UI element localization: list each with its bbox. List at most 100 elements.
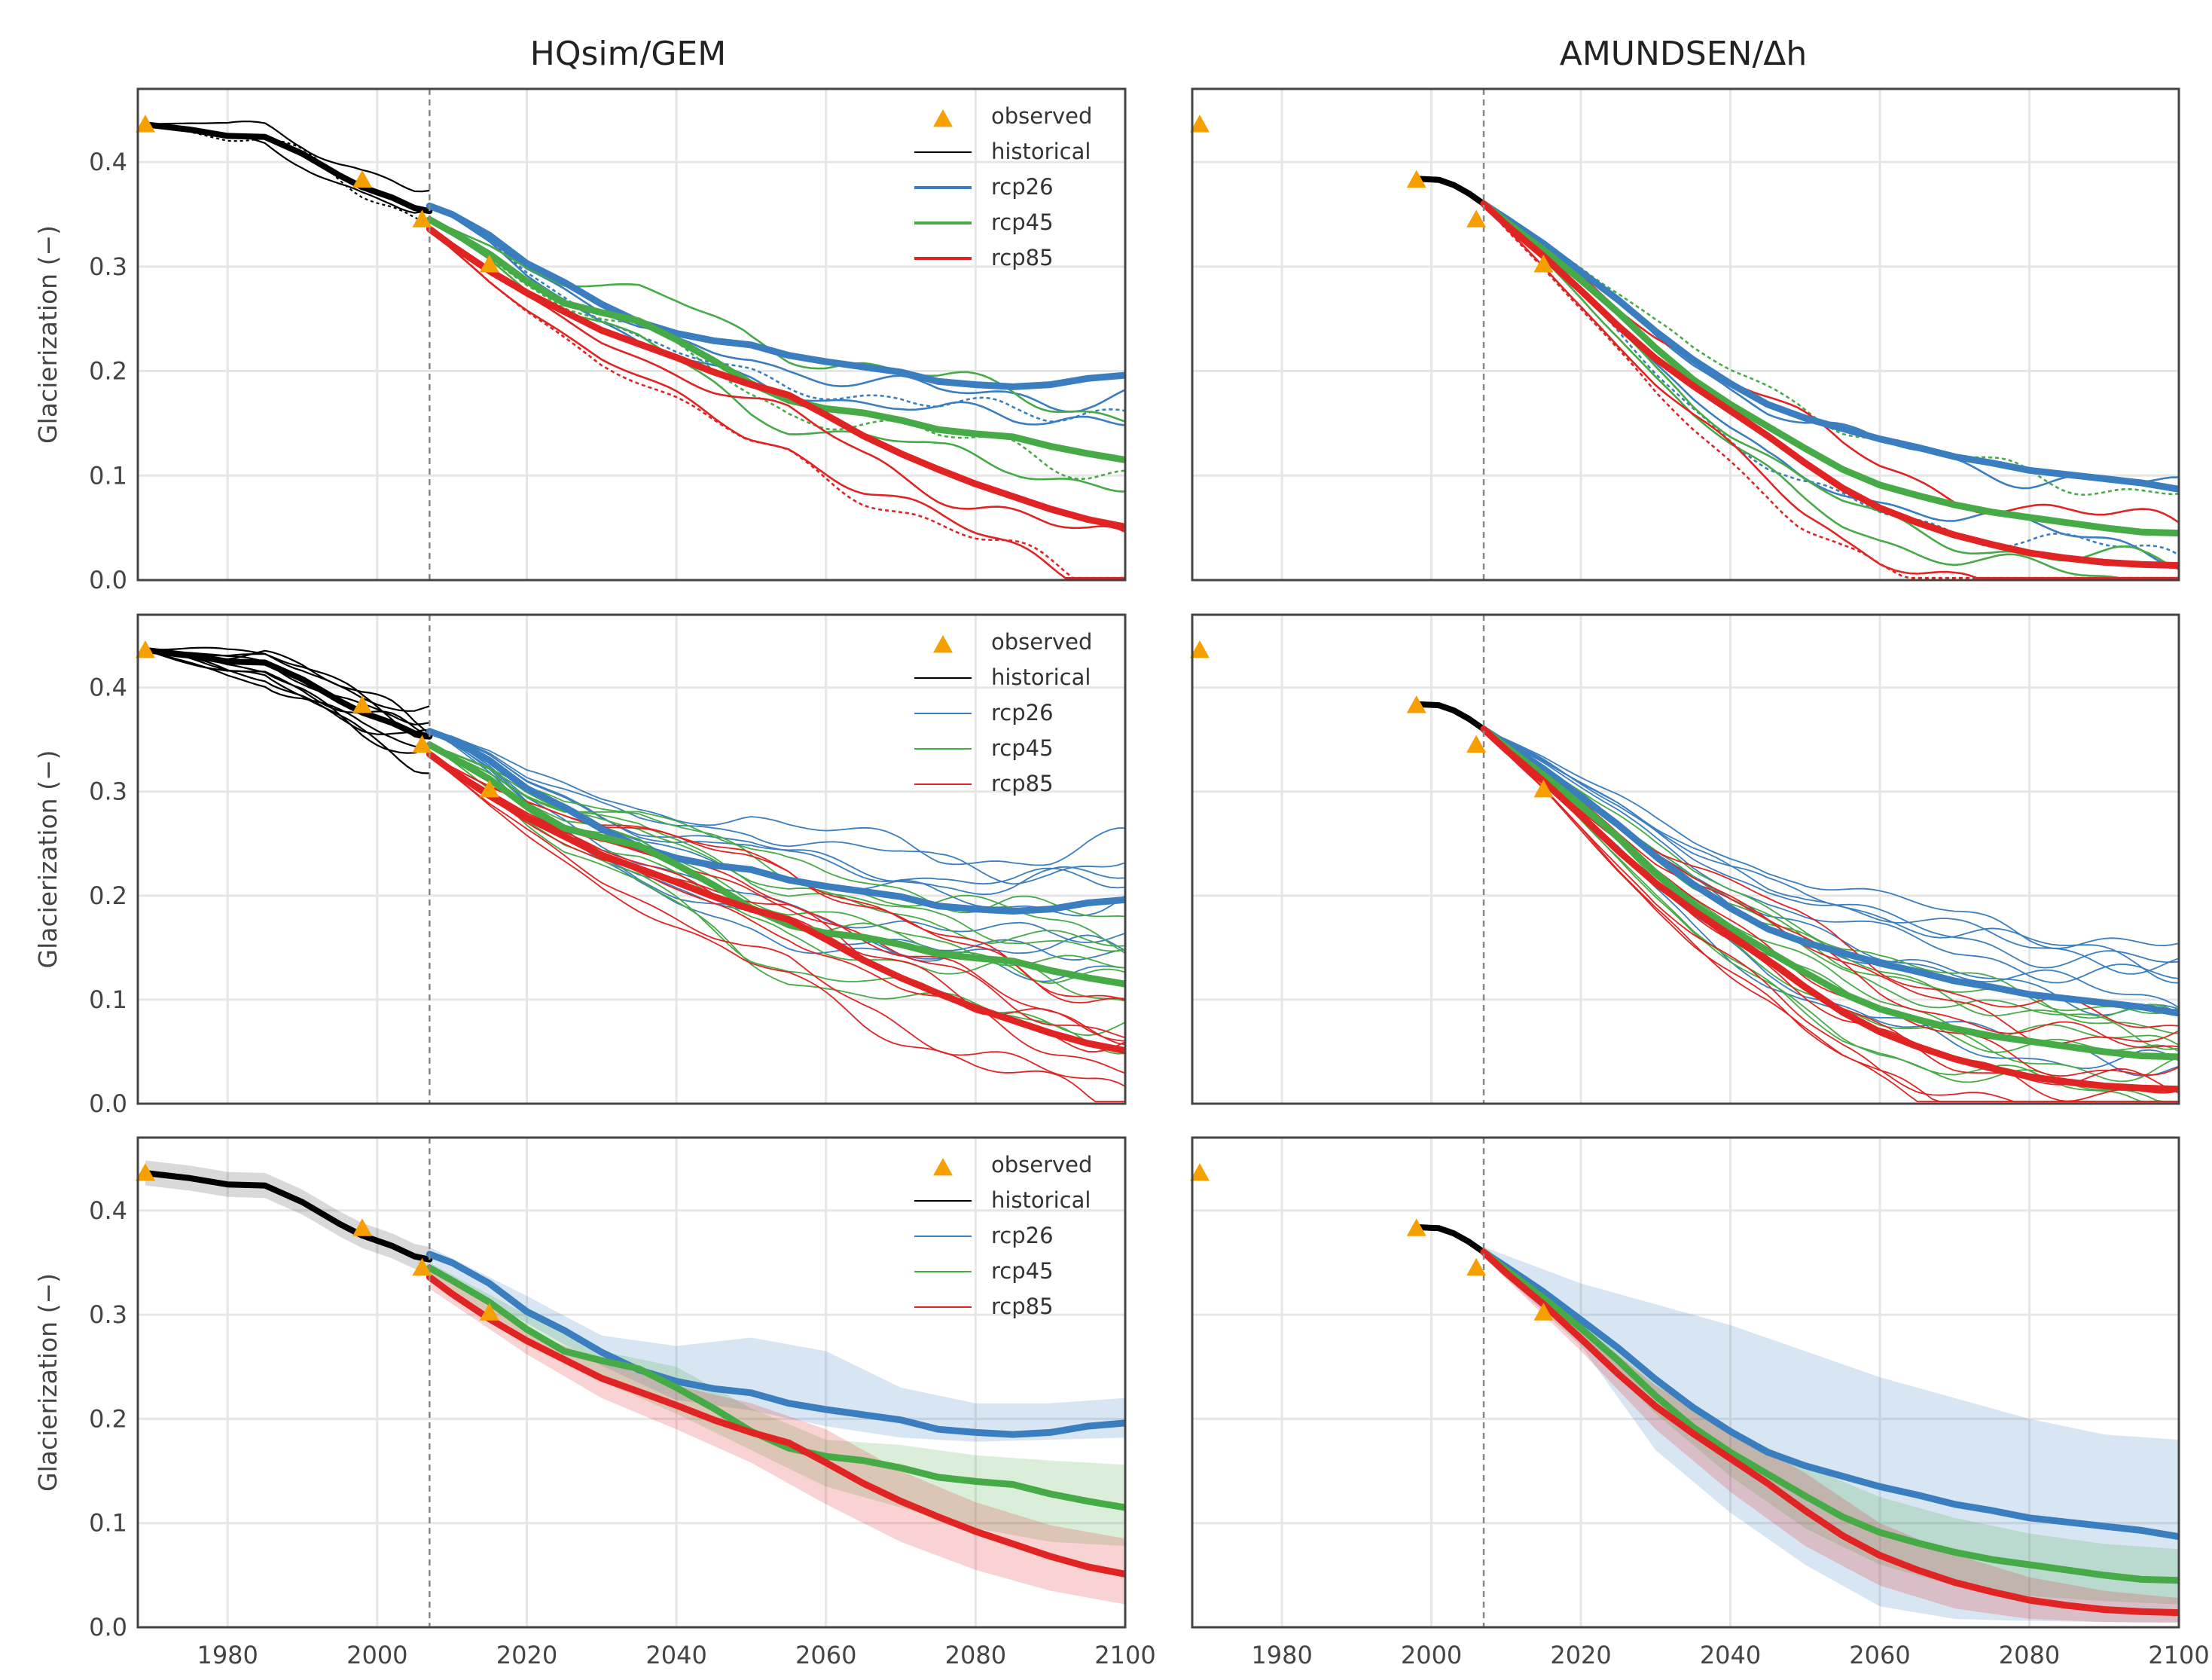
rcp45-member-line: [429, 744, 1125, 1037]
panel-frame: [136, 613, 1127, 1105]
rcp85-mean-line: [426, 750, 1125, 1055]
panel-frame: [136, 87, 1127, 582]
legend-label-observed: observed: [991, 629, 1092, 655]
x-tick-label: 2100: [2148, 1641, 2209, 1669]
rcp85-mean-line: [1480, 1248, 2179, 1617]
rcp85-mean-line: [1480, 725, 2179, 1093]
rcp26-member-line: [429, 730, 1125, 866]
observed-marker: [135, 640, 155, 658]
observed-marker: [1189, 115, 1210, 133]
historical-member-line: [145, 124, 430, 225]
rcp45-member-line: [1483, 729, 2179, 1103]
legend-marker-observed: [933, 1158, 953, 1176]
rcp26-mean-line: [426, 1251, 1125, 1438]
historical-member-line: [145, 649, 430, 774]
y-axis-label: Glacierization (−): [33, 750, 63, 969]
observed-marker: [1406, 1218, 1426, 1236]
band-rcp26: [1484, 1247, 2179, 1623]
band-historical: [145, 1160, 430, 1272]
rcp45-member-line: [429, 744, 1125, 1055]
plot-area: [1413, 701, 2179, 1103]
plot-area: [142, 646, 1125, 1103]
historical-mean-line: [1413, 176, 1487, 207]
y-tick-label: 0.0: [89, 1089, 127, 1118]
legend-label-observed: observed: [991, 1152, 1092, 1178]
panel-frame: [1191, 613, 2180, 1105]
observed-marker: [479, 779, 499, 798]
observed-marker: [352, 170, 372, 188]
y-tick-label: 0.4: [89, 1196, 127, 1225]
rcp26-member-line: [1483, 729, 2179, 949]
observed-marker: [352, 695, 372, 713]
y-tick-label: 0.4: [89, 674, 127, 702]
y-tick-label: 0.1: [89, 985, 127, 1014]
plot-area: [142, 121, 1125, 579]
observed-marker: [1406, 170, 1426, 188]
panel-r2-c1: 0.0 0.1 0.2 0.3 0.4 Glacierization (−) observe…: [33, 613, 1127, 1118]
x-tick-label: 1980: [1251, 1641, 1312, 1669]
column-title-amundsen: AMUNDSEN/Δh: [1560, 35, 1808, 73]
rcp45-member-line: [1483, 729, 2179, 1019]
observed-marker: [1189, 640, 1210, 658]
rcp45-mean-line: [1480, 1248, 2179, 1584]
rcp45-mean-line: [1480, 725, 2179, 1061]
rcp26-member-line: [1483, 203, 2179, 570]
panel-r1-c2: [1189, 87, 2180, 582]
panel-r3-c2: 1980 2000 2020 2040 2060 2080 2100: [1189, 1136, 2210, 1669]
observed-marker: [479, 255, 499, 273]
rcp45-member-line: [1483, 203, 2179, 579]
rcp26-member-line: [1483, 729, 2179, 975]
x-tick-label: 2040: [645, 1641, 706, 1669]
x-tick-label: 2060: [1849, 1641, 1910, 1669]
rcp85-member-line: [1483, 729, 2179, 1028]
band-rcp85: [1484, 1247, 2179, 1623]
rcp26-mean-line: [1480, 1248, 2179, 1541]
rcp45-member-line: [429, 218, 1125, 481]
x-tick-label: 2040: [1700, 1641, 1761, 1669]
x-tick-label: 2020: [1550, 1641, 1611, 1669]
rcp85-member-line: [429, 753, 1125, 1087]
rcp26-member-line: [1483, 729, 2179, 984]
legend-label-rcp26: rcp26: [991, 174, 1054, 200]
rcp85-member-line: [429, 753, 1125, 1042]
rcp26-member-line: [1483, 729, 2179, 1070]
rcp45-member-line: [429, 744, 1125, 952]
historical-member-line: [145, 121, 430, 193]
band-rcp45: [1484, 1247, 2179, 1605]
historical-mean-line: [1413, 701, 1487, 732]
panel-r1-c1: 0.0 0.1 0.2 0.3 0.4 Glacierization (−) observe…: [33, 87, 1127, 594]
rcp85-mean-line: [426, 225, 1125, 530]
x-tick-label: 2060: [795, 1641, 856, 1669]
observed-marker: [1533, 779, 1554, 798]
y-tick-label: 0.3: [89, 777, 127, 806]
observed-marker: [1466, 209, 1487, 228]
rcp26-member-line: [1483, 203, 2179, 490]
rcp26-mean-line: [1480, 725, 2179, 1017]
panel-frame: [1191, 1136, 2180, 1629]
rcp26-member-line: [1483, 729, 2179, 1009]
observed-marker: [412, 735, 432, 753]
legend-label-historical: historical: [991, 139, 1091, 164]
legend-label-rcp45: rcp45: [991, 1258, 1054, 1284]
y-tick-label: 0.1: [89, 461, 127, 490]
y-tick-label: 0.0: [89, 566, 127, 594]
rcp45-member-line: [1483, 203, 2179, 571]
x-tick-label: 2080: [945, 1641, 1006, 1669]
historical-member-line: [145, 649, 430, 748]
rcp26-member-line: [429, 205, 1125, 423]
legend-label-rcp45: rcp45: [991, 735, 1054, 761]
y-tick-label: 0.2: [89, 881, 127, 910]
y-tick-label: 0.0: [89, 1613, 127, 1642]
historical-mean-line: [142, 1170, 433, 1263]
rcp85-member-line: [429, 753, 1125, 1103]
rcp85-member-line: [429, 753, 1125, 1074]
x-tick-label: 2100: [1094, 1641, 1155, 1669]
rcp45-member-line: [429, 744, 1125, 969]
y-tick-label: 0.2: [89, 1404, 127, 1433]
observed-marker: [412, 1257, 432, 1276]
rcp26-mean-line: [426, 202, 1125, 390]
rcp85-member-line: [1483, 729, 2179, 1077]
panel-grid: 0.0 0.1 0.2 0.3 0.4 Glacierization (−) observe…: [33, 87, 2210, 1669]
rcp26-member-line: [1483, 729, 2179, 969]
historical-mean-line: [1413, 1223, 1487, 1256]
